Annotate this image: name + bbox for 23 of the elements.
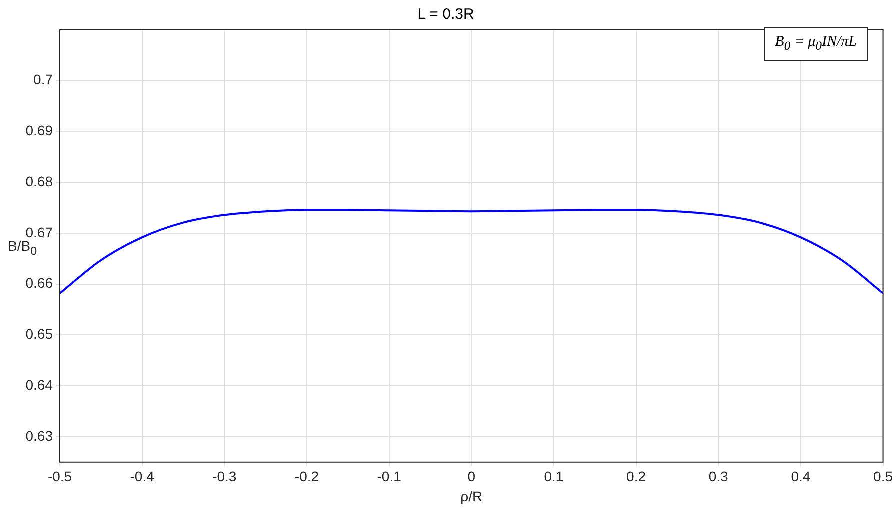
- y-tick-label: 0.63: [26, 428, 54, 444]
- x-tick-label: 0: [468, 468, 476, 485]
- x-tick-label: -0.2: [294, 468, 320, 485]
- x-tick-label: 0.4: [791, 468, 811, 485]
- y-tick-label: 0.66: [26, 275, 54, 292]
- x-tick-label: -0.5: [48, 468, 72, 485]
- x-tick-label: -0.4: [130, 468, 155, 485]
- x-tick-label: -0.1: [377, 468, 402, 485]
- annotation: B$_{0}$ = μ$_{0}$IN/πL: [764, 27, 868, 61]
- y-tick-label: 0.64: [26, 376, 54, 393]
- y-tick-label: 0.69: [26, 122, 54, 139]
- x-tick-label: -0.3: [212, 468, 237, 485]
- y-tick-label: 0.68: [26, 173, 54, 190]
- x-tick-label: 0.1: [544, 468, 564, 485]
- y-tick-label: 0.65: [26, 326, 54, 342]
- chart-title: L = 0.3R: [418, 6, 474, 24]
- x-tick-label: 0.5: [874, 468, 894, 485]
- y-tick-label: 0.7: [34, 72, 54, 88]
- x-tick-label: 0.2: [626, 468, 646, 485]
- y-axis-title: B/B$_{0}$: [8, 238, 38, 258]
- x-axis-title: ρ/R: [460, 488, 483, 504]
- x-tick-label: 0.3: [708, 468, 729, 485]
- y-tick-label: 0.67: [26, 224, 54, 240]
